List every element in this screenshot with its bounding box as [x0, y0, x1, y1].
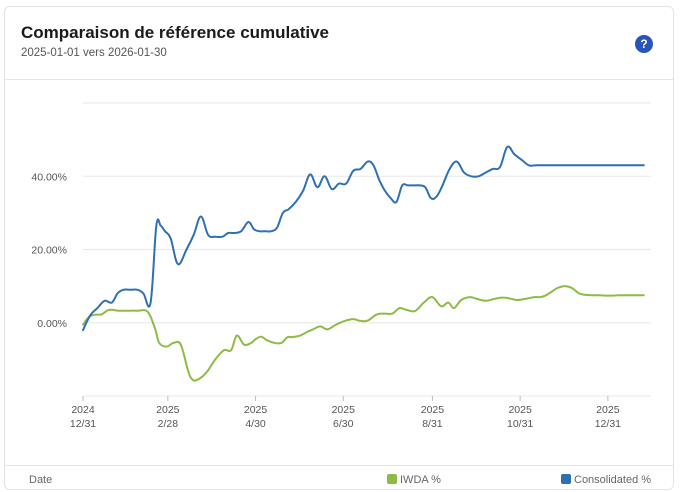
x-tick-label: 10/31	[507, 418, 533, 430]
y-tick-label: 0.00%	[37, 318, 67, 330]
series-line-consolidated	[82, 145, 645, 332]
y-tick-label: 20.00%	[31, 245, 67, 257]
line-chart: 0.00% 20.00% 40.00% 2024 12/31 2025 2/28 2025 4/…	[31, 102, 651, 430]
x-tick-label: 12/31	[595, 418, 621, 430]
x-tick-label: 6/30	[333, 418, 354, 430]
chart-card: Comparaison de référence cumulative 2025…	[4, 6, 674, 490]
legend-label-consolidated: Consolidated %	[574, 474, 652, 486]
x-tick-label: 2025	[244, 404, 268, 416]
x-tick-label: 4/30	[245, 418, 266, 430]
help-icon[interactable]: ?	[635, 35, 653, 53]
x-tick-label: 2025	[421, 404, 445, 416]
date-range-subtitle: 2025-01-01 vers 2026-01-30	[21, 47, 167, 59]
card-header: Comparaison de référence cumulative 2025…	[5, 7, 673, 80]
legend-item-consolidated[interactable]: Consolidated %	[561, 474, 651, 486]
x-tick-label: 2025	[508, 404, 532, 416]
legend-date-label: Date	[29, 474, 53, 486]
chart-title: Comparaison de référence cumulative	[21, 23, 330, 42]
y-tick-label: 40.00%	[31, 171, 67, 183]
x-tick-label: 2025	[332, 404, 356, 416]
legend-swatch-iwda	[387, 474, 397, 484]
legend-bar: Date IWDA % Consolidated %	[5, 465, 673, 492]
x-tick-label: 2025	[596, 404, 620, 416]
x-tick-label: 8/31	[422, 418, 443, 430]
x-tick-label: 2/28	[158, 418, 179, 430]
legend-swatch-consolidated	[561, 474, 571, 484]
legend-item-iwda[interactable]: IWDA %	[387, 474, 441, 486]
legend-label-iwda: IWDA %	[400, 474, 441, 486]
series-line-iwda	[82, 285, 645, 382]
x-tick-label: 2024	[71, 404, 95, 416]
x-tick-label: 12/31	[70, 418, 96, 430]
x-tick-label: 2025	[156, 404, 180, 416]
